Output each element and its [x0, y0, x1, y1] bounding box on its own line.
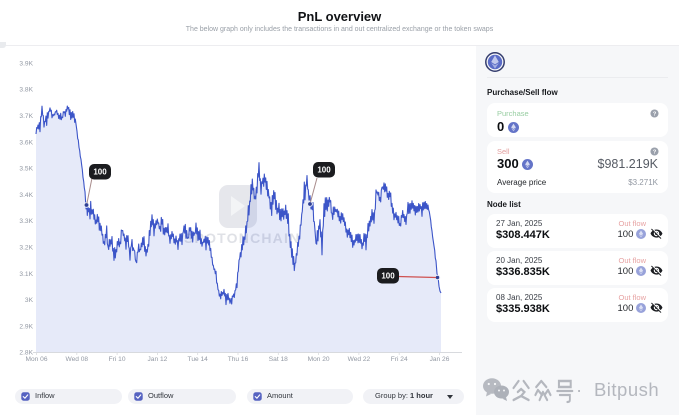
svg-text:SPOTONCHAIN: SPOTONCHAIN [184, 230, 300, 246]
svg-text:Tue 14: Tue 14 [188, 356, 209, 363]
svg-text:3.5K: 3.5K [19, 166, 33, 173]
svg-text:2.9K: 2.9K [19, 323, 33, 330]
svg-text:Jan 12: Jan 12 [147, 356, 167, 363]
svg-text:Wed 08: Wed 08 [65, 356, 88, 363]
svg-text:2.8K: 2.8K [19, 350, 33, 357]
svg-text:?: ? [653, 112, 657, 118]
svg-text:3.7K: 3.7K [19, 113, 33, 120]
svg-text:3.3K: 3.3K [19, 218, 33, 225]
svg-text:3.6K: 3.6K [19, 139, 33, 146]
svg-text:Jan 26: Jan 26 [430, 356, 450, 363]
svg-text:Mon 06: Mon 06 [26, 356, 48, 363]
svg-text:3.1K: 3.1K [19, 271, 33, 278]
svg-text:100: 100 [381, 272, 395, 281]
svg-text:100: 100 [317, 166, 331, 175]
svg-text:Fri 10: Fri 10 [109, 356, 126, 363]
svg-text:3K: 3K [25, 297, 34, 304]
svg-text:?: ? [653, 150, 657, 156]
svg-text:3.8K: 3.8K [19, 87, 33, 94]
svg-text:3.2K: 3.2K [19, 245, 33, 252]
svg-text:Wed 22: Wed 22 [348, 356, 371, 363]
svg-text:100: 100 [93, 168, 107, 177]
svg-text:Thu 16: Thu 16 [228, 356, 249, 363]
svg-text:Sat 18: Sat 18 [269, 356, 288, 363]
svg-text:Fri 24: Fri 24 [391, 356, 408, 363]
svg-text:3.4K: 3.4K [19, 192, 33, 199]
svg-text:3.9K: 3.9K [19, 60, 33, 67]
svg-text:Mon 20: Mon 20 [308, 356, 330, 363]
